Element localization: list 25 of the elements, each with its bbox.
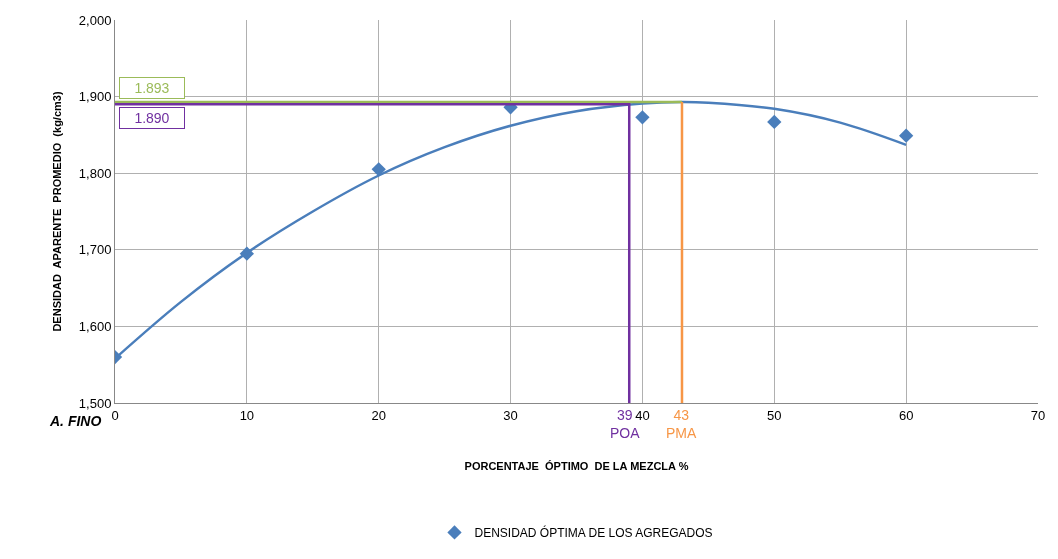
x-tick-label: 50 [767, 407, 782, 423]
x-tick-label: 60 [898, 407, 914, 423]
x-tick-label: 20 [371, 407, 386, 423]
annotation: 43 PMA [666, 407, 697, 442]
point [371, 162, 386, 177]
y-tick-label: 1,600 [78, 318, 112, 334]
point [767, 114, 782, 130]
annotation: 1.893 [134, 80, 170, 96]
y-tick-label: 2,000 [78, 12, 112, 28]
x-tick-label: 0 [111, 407, 119, 423]
x-tick-label: 40 [635, 407, 650, 423]
legend-label: DENSIDAD ÓPTIMA DE LOS AGREGADOS [474, 525, 713, 541]
text: A. FINO [49, 413, 102, 429]
y-tick-label: 1,700 [78, 242, 112, 258]
point [898, 128, 914, 143]
point [635, 110, 650, 125]
x-axis-title: PORCENTAJE ÓPTIMO DE LA MEZCLA % [464, 459, 689, 472]
y-tick-label: 1,800 [78, 165, 112, 181]
y-tick-label: 1,900 [78, 89, 112, 105]
x-tick-label: 10 [239, 407, 255, 423]
x-tick-label: 30 [503, 407, 518, 423]
x-tick-label: 70 [1030, 407, 1046, 423]
y-axis-title: DENSIDAD APARENTE PROMEDIO (kg/cm3) [50, 91, 63, 332]
annotation: 1.890 [134, 110, 170, 126]
y-tick-label: 1,500 [78, 395, 112, 411]
